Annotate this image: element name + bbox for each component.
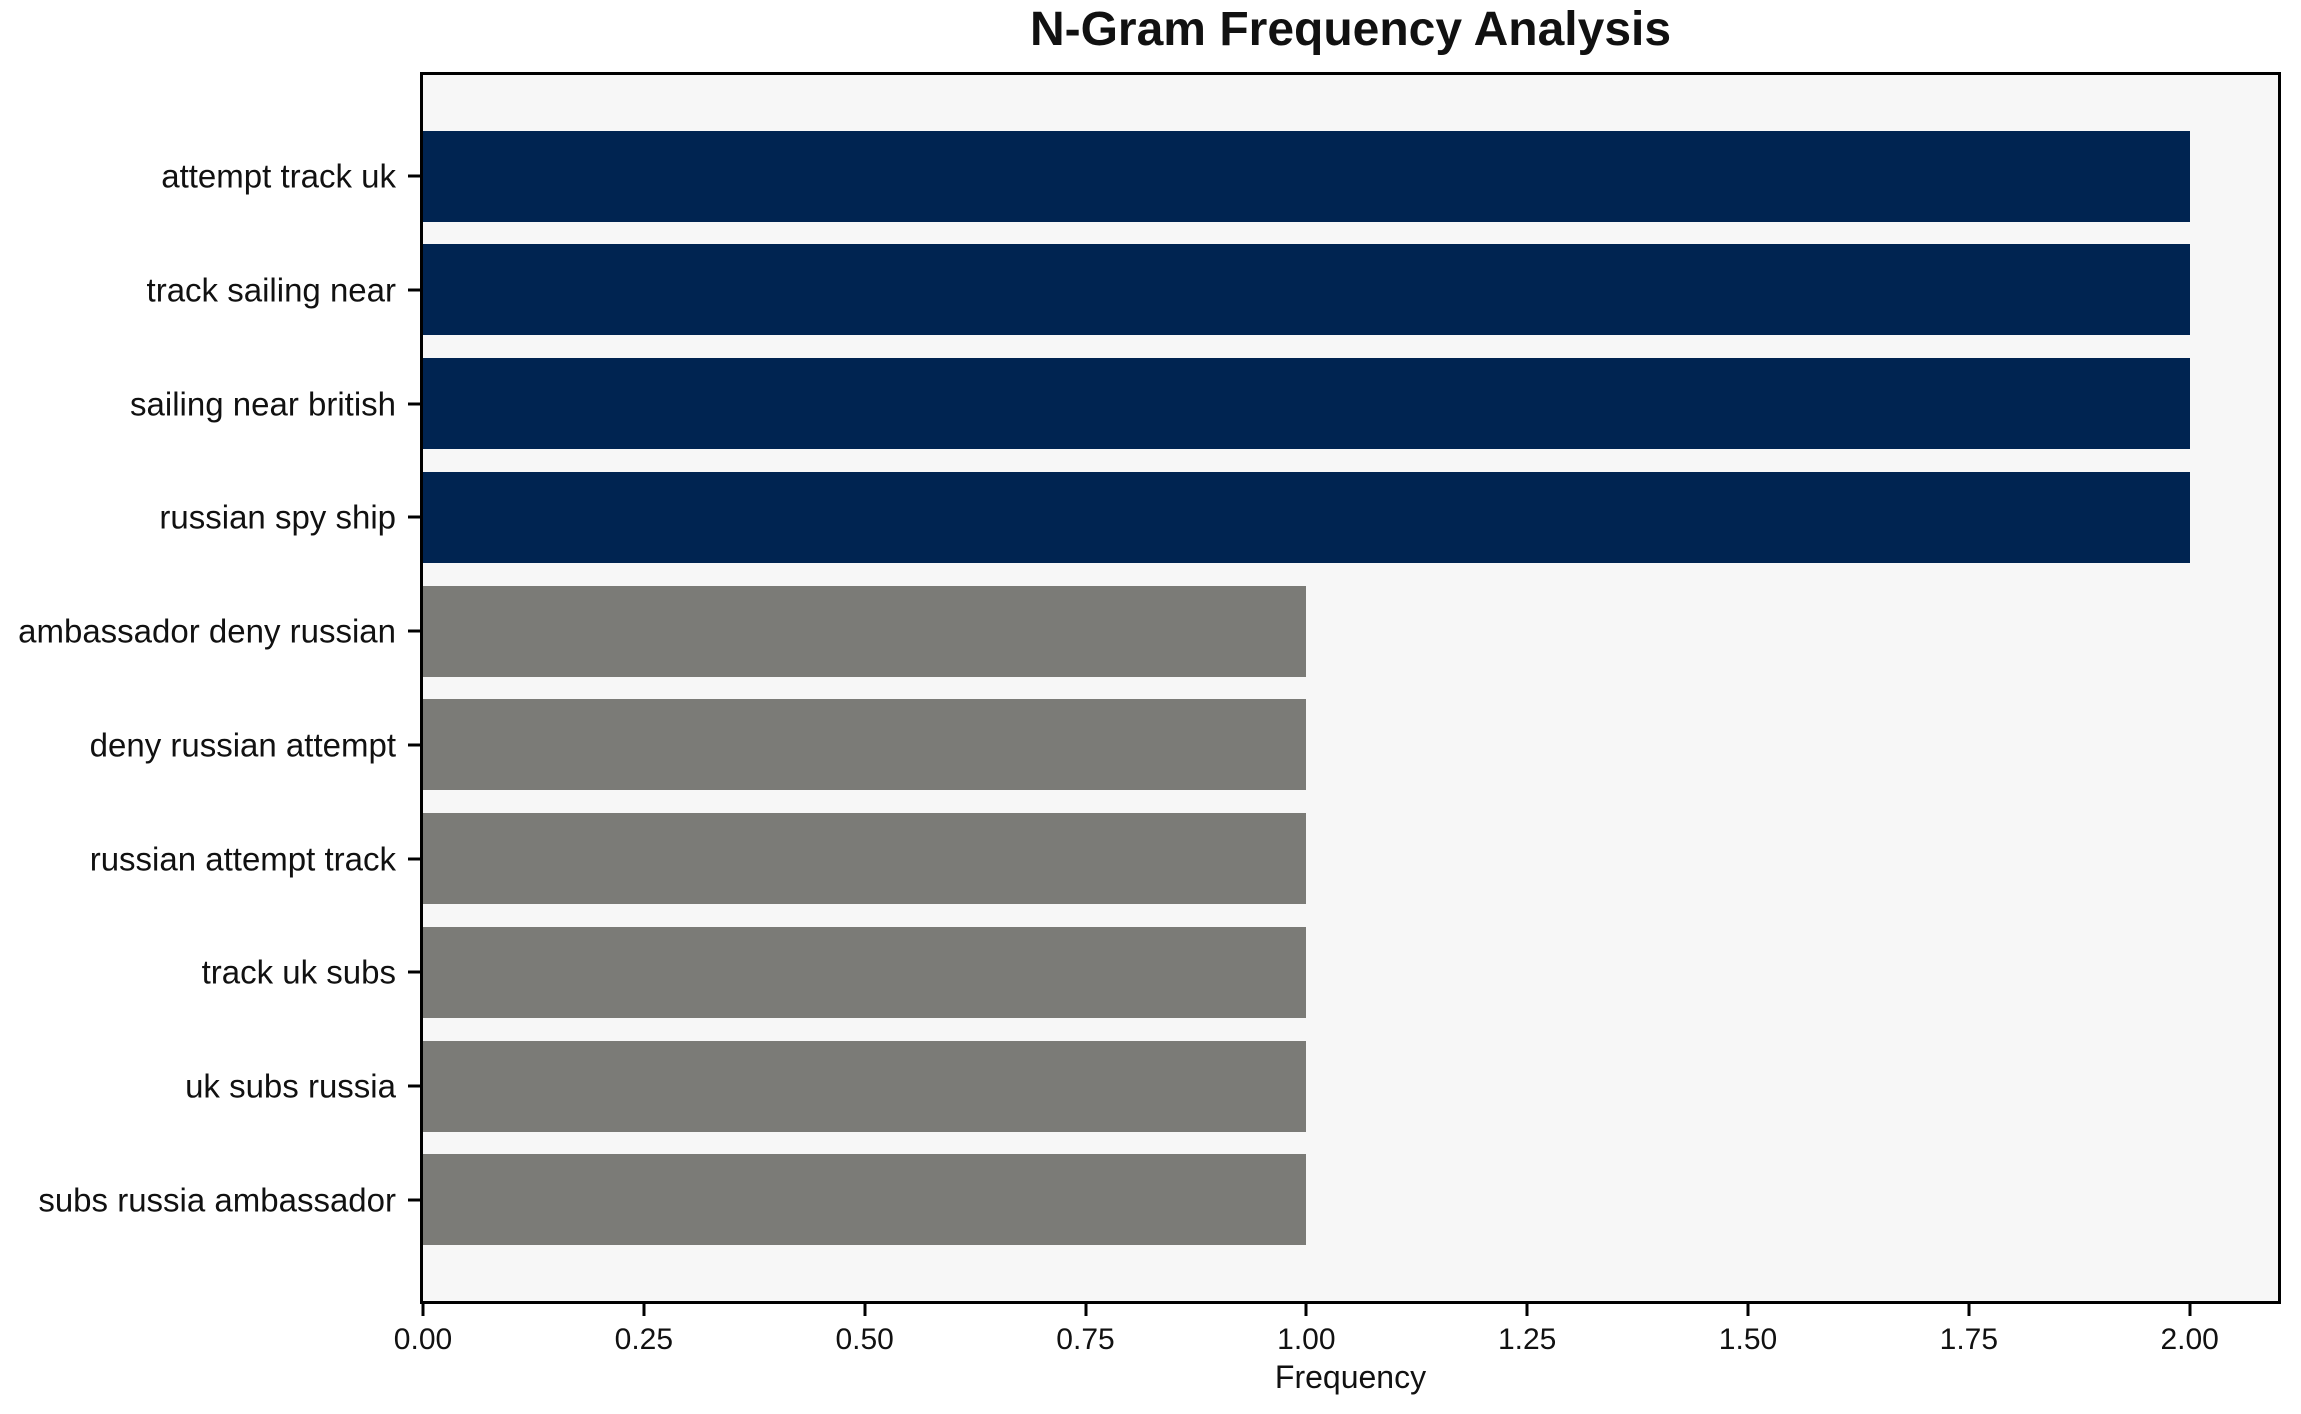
y-tick-label: uk subs russia bbox=[185, 1067, 396, 1105]
y-tick-label: deny russian attempt bbox=[89, 726, 396, 764]
x-tick-label: 0.50 bbox=[835, 1323, 894, 1356]
x-tick-label: 0.25 bbox=[614, 1323, 674, 1356]
x-tick-label: 0.00 bbox=[393, 1323, 453, 1356]
bar-ambassador-deny-russian bbox=[423, 585, 1307, 677]
y-tick-label: russian attempt track bbox=[89, 840, 396, 878]
y-tick-mark bbox=[408, 1198, 420, 1202]
y-tick-mark bbox=[408, 970, 420, 974]
plot-area bbox=[420, 72, 2281, 1304]
bar-uk-subs-russia bbox=[423, 1040, 1307, 1132]
x-tick-label: 1.25 bbox=[1497, 1323, 1557, 1356]
bar-russian-spy-ship bbox=[423, 471, 2190, 563]
y-tick-mark bbox=[408, 174, 420, 178]
x-tick-mark bbox=[1525, 1304, 1529, 1316]
bar-russian-attempt-track bbox=[423, 813, 1307, 905]
y-tick-mark bbox=[408, 515, 420, 519]
y-tick-mark bbox=[408, 743, 420, 747]
x-tick-mark bbox=[1967, 1304, 1971, 1316]
x-tick-mark bbox=[1304, 1304, 1308, 1316]
bar-deny-russian-attempt bbox=[423, 699, 1307, 791]
y-tick-mark bbox=[408, 402, 420, 406]
y-tick-mark bbox=[408, 1084, 420, 1088]
y-tick-mark bbox=[408, 857, 420, 861]
bar-sailing-near-british bbox=[423, 358, 2190, 450]
bar-track-sailing-near bbox=[423, 244, 2190, 336]
x-tick-mark bbox=[1746, 1304, 1750, 1316]
x-tick-label: 1.75 bbox=[1939, 1323, 1999, 1356]
y-tick-label: sailing near british bbox=[130, 385, 396, 423]
bar-subs-russia-ambassador bbox=[423, 1154, 1307, 1246]
x-tick-mark bbox=[2188, 1304, 2192, 1316]
x-tick-mark bbox=[421, 1304, 425, 1316]
y-tick-mark bbox=[408, 629, 420, 633]
bar-attempt-track-uk bbox=[423, 130, 2190, 222]
x-tick-label: 1.00 bbox=[1277, 1323, 1336, 1356]
y-tick-label: ambassador deny russian bbox=[18, 612, 396, 650]
y-tick-mark bbox=[408, 288, 420, 292]
y-tick-label: subs russia ambassador bbox=[38, 1181, 396, 1219]
chart-title: N-Gram Frequency Analysis bbox=[1029, 3, 1672, 56]
x-tick-label: 2.00 bbox=[2160, 1323, 2219, 1356]
x-tick-label: 0.75 bbox=[1056, 1323, 1115, 1356]
y-tick-label: russian spy ship bbox=[159, 498, 396, 536]
x-tick-mark bbox=[642, 1304, 646, 1316]
x-axis-title: Frequency bbox=[1274, 1359, 1427, 1395]
y-tick-label: track uk subs bbox=[201, 953, 396, 991]
bar-track-uk-subs bbox=[423, 926, 1307, 1018]
x-tick-mark bbox=[863, 1304, 867, 1316]
y-tick-label: track sailing near bbox=[146, 271, 396, 309]
x-tick-mark bbox=[1084, 1304, 1087, 1316]
y-tick-label: attempt track uk bbox=[161, 157, 396, 195]
x-tick-label: 1.50 bbox=[1718, 1323, 1778, 1356]
